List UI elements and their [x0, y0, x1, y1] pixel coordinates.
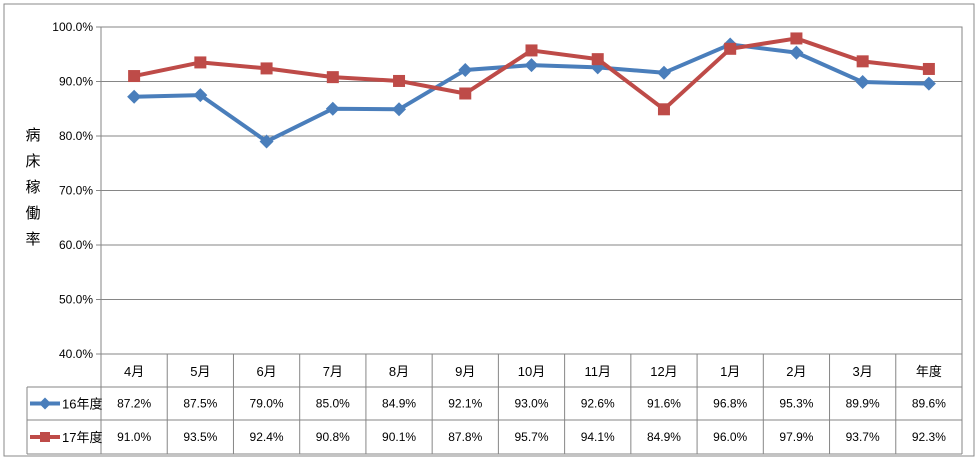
x-category-label: 8月	[389, 364, 409, 379]
x-category-label: 4月	[124, 364, 144, 379]
legend-label: 17年度	[62, 430, 102, 445]
x-category-label: 9月	[455, 364, 475, 379]
table-value: 90.1%	[382, 430, 416, 444]
y-tick-label: 70.0%	[59, 184, 93, 198]
data-point	[656, 65, 671, 80]
x-category-label: 2月	[786, 364, 806, 379]
x-category-label: 年度	[916, 364, 942, 379]
y-axis-ticks: 100.0% 90.0% 80.0% 70.0% 60.0% 50.0% 40.0%	[52, 20, 93, 361]
table-value: 93.7%	[846, 430, 880, 444]
y-axis-label-char: 床	[25, 152, 40, 170]
table-value: 97.9%	[779, 430, 813, 444]
data-point	[326, 71, 339, 84]
table-value: 96.8%	[713, 397, 747, 411]
table-value: 89.6%	[912, 397, 946, 411]
table-value: 85.0%	[316, 397, 350, 411]
table-value: 79.0%	[250, 397, 284, 411]
data-point	[591, 53, 604, 66]
table-value: 91.0%	[117, 430, 151, 444]
y-axis-label-char: 病	[25, 126, 40, 144]
table-value: 89.9%	[846, 397, 880, 411]
x-category-label: 10月	[518, 364, 545, 379]
table-value: 90.8%	[316, 430, 350, 444]
grid-lines	[96, 26, 963, 355]
y-tick-label: 50.0%	[59, 293, 93, 307]
table-value: 92.1%	[448, 397, 482, 411]
table-value: 84.9%	[382, 397, 416, 411]
legend-label: 16年度	[62, 397, 102, 412]
data-point	[524, 58, 539, 73]
y-tick-label: 100.0%	[52, 20, 93, 34]
series-lines	[127, 32, 936, 149]
data-point	[724, 42, 737, 55]
x-category-label: 11月	[584, 364, 611, 379]
table-value: 93.0%	[514, 397, 548, 411]
data-point	[393, 74, 406, 87]
table-value: 92.4%	[250, 430, 284, 444]
y-tick-label: 60.0%	[59, 238, 93, 252]
data-point	[856, 55, 869, 68]
data-point	[921, 76, 936, 91]
table-value: 95.3%	[779, 397, 813, 411]
table-value: 91.6%	[647, 397, 681, 411]
data-point	[260, 62, 273, 75]
y-axis-label-char: 働	[25, 204, 40, 222]
data-point	[193, 88, 208, 103]
data-table: 4月 5月 6月 7月 8月 9月 10月 11月 12月 1月 2月 3月 年度 16年度 87.2% 87…	[26, 354, 963, 455]
table-value: 87.8%	[448, 430, 482, 444]
data-point	[789, 45, 804, 60]
y-axis-label-char: 稼	[25, 178, 40, 196]
data-point	[392, 102, 407, 117]
table-value: 87.2%	[117, 397, 151, 411]
table-value: 96.0%	[713, 430, 747, 444]
table-value: 87.5%	[183, 397, 217, 411]
x-category-label: 7月	[323, 364, 343, 379]
y-tick-label: 80.0%	[59, 129, 93, 143]
table-value: 95.7%	[514, 430, 548, 444]
y-tick-label: 40.0%	[59, 347, 93, 361]
x-category-label: 6月	[256, 364, 276, 379]
data-point	[657, 103, 670, 116]
table-value: 93.5%	[183, 430, 217, 444]
data-point	[194, 56, 207, 69]
y-tick-label: 90.0%	[59, 75, 93, 89]
x-category-label: 3月	[853, 364, 873, 379]
x-category-label: 1月	[720, 364, 740, 379]
data-point	[525, 44, 538, 57]
y-axis-label-char: 率	[25, 230, 40, 248]
plot-area-border	[100, 26, 963, 355]
x-category-label: 5月	[190, 364, 210, 379]
data-point	[459, 87, 472, 100]
data-point	[855, 75, 870, 90]
table-value: 92.3%	[912, 430, 946, 444]
data-point	[127, 89, 142, 104]
table-value: 84.9%	[647, 430, 681, 444]
legend-marker	[40, 432, 50, 442]
data-point	[458, 63, 473, 78]
legend-marker	[39, 397, 51, 410]
table-value: 92.6%	[581, 397, 615, 411]
data-point	[259, 134, 274, 149]
data-point	[128, 70, 141, 83]
table-value: 94.1%	[581, 430, 615, 444]
data-point	[922, 62, 935, 75]
data-point	[790, 32, 803, 45]
data-point	[325, 101, 340, 116]
x-category-label: 12月	[650, 364, 677, 379]
